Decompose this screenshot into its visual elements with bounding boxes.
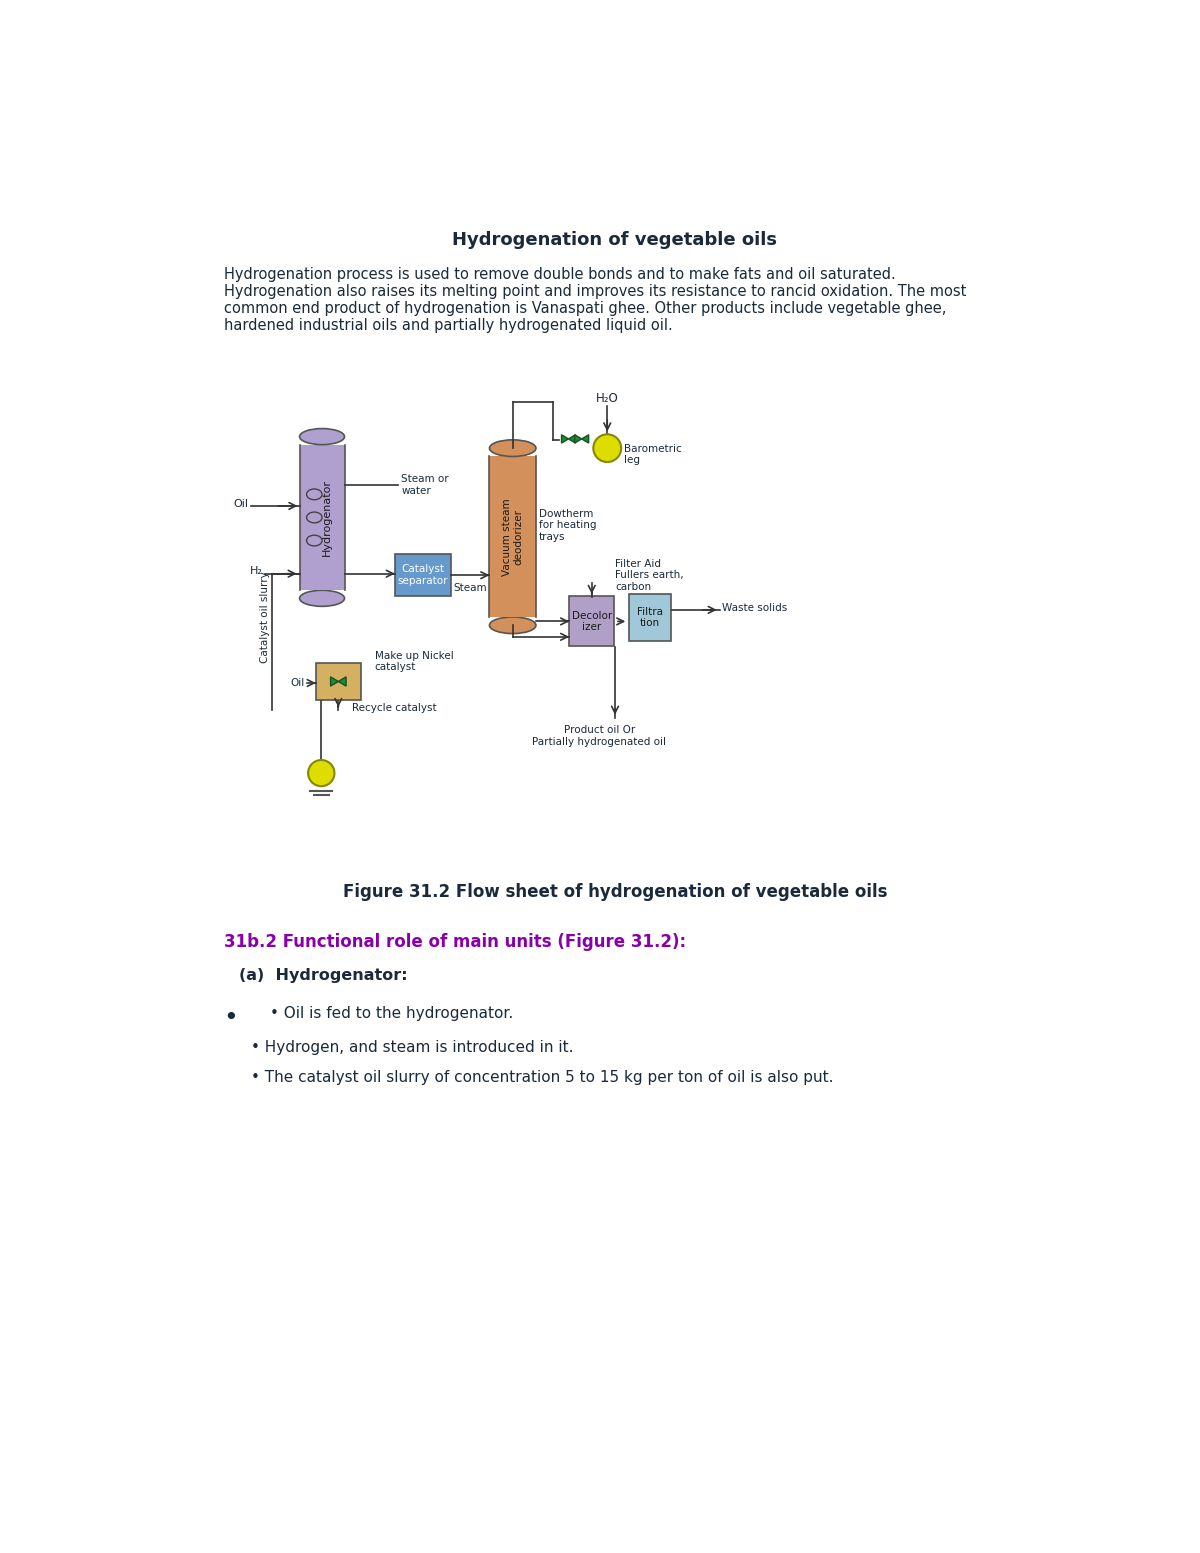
Text: • The catalyst oil slurry of concentration 5 to 15 kg per ton of oil is also put: • The catalyst oil slurry of concentrati… xyxy=(251,1070,833,1086)
Text: hardened industrial oils and partially hydrogenated liquid oil.: hardened industrial oils and partially h… xyxy=(223,318,672,332)
Text: Figure 31.2 Flow sheet of hydrogenation of vegetable oils: Figure 31.2 Flow sheet of hydrogenation … xyxy=(343,884,887,901)
Text: Catalyst oil slurry: Catalyst oil slurry xyxy=(259,572,270,663)
Text: Barometric
leg: Barometric leg xyxy=(624,444,682,464)
Ellipse shape xyxy=(490,617,536,634)
Text: Steam: Steam xyxy=(454,582,487,593)
Polygon shape xyxy=(575,435,582,443)
Text: Vacuum steam
deodorizer: Vacuum steam deodorizer xyxy=(502,499,523,576)
Text: Hydrogenation process is used to remove double bonds and to make fats and oil sa: Hydrogenation process is used to remove … xyxy=(223,267,895,283)
Polygon shape xyxy=(582,435,589,443)
Text: Filtra
tion: Filtra tion xyxy=(637,607,662,629)
Text: Catalyst
separator: Catalyst separator xyxy=(397,564,448,585)
Polygon shape xyxy=(330,677,338,686)
Bar xyxy=(629,593,671,641)
Polygon shape xyxy=(338,677,346,686)
Text: (a)  Hydrogenator:: (a) Hydrogenator: xyxy=(239,968,408,983)
Text: Decolor
izer: Decolor izer xyxy=(571,610,612,632)
Circle shape xyxy=(308,759,335,786)
Text: Steam or
water: Steam or water xyxy=(401,474,449,495)
Polygon shape xyxy=(569,435,576,443)
Text: Recycle catalyst: Recycle catalyst xyxy=(352,704,436,713)
Text: Hydrogenation also raises its melting point and improves its resistance to ranci: Hydrogenation also raises its melting po… xyxy=(223,284,966,300)
Text: H₂: H₂ xyxy=(250,567,263,576)
Text: Dowtherm
for heating
trays: Dowtherm for heating trays xyxy=(539,508,596,542)
Polygon shape xyxy=(562,435,569,443)
Circle shape xyxy=(593,435,622,463)
Text: Hydrogenator: Hydrogenator xyxy=(322,478,331,556)
Ellipse shape xyxy=(300,429,344,444)
Text: Filter Aid
Fullers earth,
carbon: Filter Aid Fullers earth, carbon xyxy=(616,559,684,592)
Text: Oil: Oil xyxy=(290,679,305,688)
Text: •: • xyxy=(223,1006,239,1030)
Bar xyxy=(300,444,344,590)
Text: Oil: Oil xyxy=(234,499,248,508)
Ellipse shape xyxy=(300,590,344,606)
Text: 31b.2 Functional role of main units (Figure 31.2):: 31b.2 Functional role of main units (Fig… xyxy=(223,933,685,952)
Text: • Oil is fed to the hydrogenator.: • Oil is fed to the hydrogenator. xyxy=(270,1006,514,1022)
Bar xyxy=(490,457,536,617)
Text: common end product of hydrogenation is Vanaspati ghee. Other products include ve: common end product of hydrogenation is V… xyxy=(223,301,946,317)
Text: • Hydrogen, and steam is introduced in it.: • Hydrogen, and steam is introduced in i… xyxy=(251,1039,574,1054)
Text: Product oil Or
Partially hydrogenated oil: Product oil Or Partially hydrogenated oi… xyxy=(533,725,666,747)
Text: H₂O: H₂O xyxy=(596,391,619,405)
Text: Waste solids: Waste solids xyxy=(722,603,787,613)
Text: Make up Nickel
catalyst: Make up Nickel catalyst xyxy=(374,651,454,672)
Bar xyxy=(395,554,451,596)
Bar xyxy=(316,663,361,700)
Text: Hydrogenation of vegetable oils: Hydrogenation of vegetable oils xyxy=(452,231,778,248)
Bar xyxy=(569,596,614,646)
Ellipse shape xyxy=(490,439,536,457)
